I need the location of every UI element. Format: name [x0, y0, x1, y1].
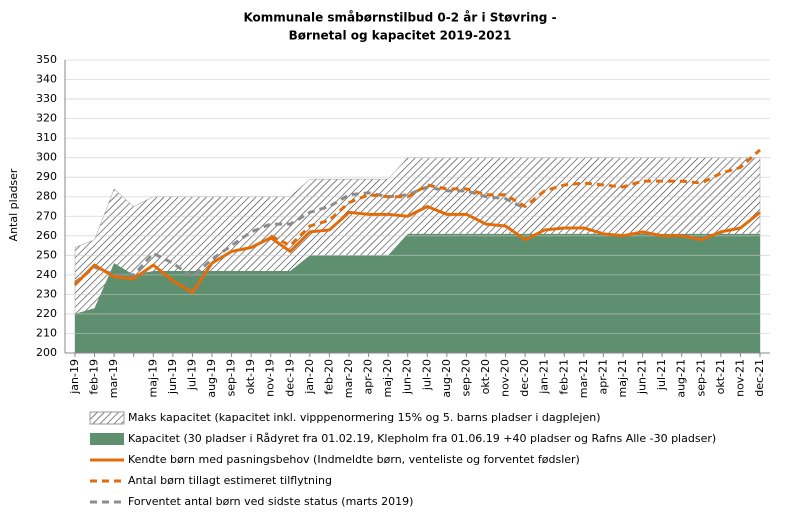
y-tick-label: 290 — [36, 170, 57, 183]
y-tick-label: 270 — [36, 209, 57, 222]
y-tick-label: 330 — [36, 92, 57, 105]
legend-label: Antal børn tillagt estimeret tilflytning — [128, 474, 332, 487]
x-tick-label: aug-19 — [205, 359, 218, 398]
x-tick-label: apr-21 — [596, 359, 609, 395]
legend-label: Maks kapacitet (kapacitet inkl. vipppeno… — [128, 411, 601, 424]
x-tick-label: feb-21 — [557, 359, 570, 395]
x-tick-label: dec-20 — [518, 359, 531, 397]
x-tick-label: maj-21 — [616, 359, 629, 397]
y-tick-label: 260 — [36, 229, 57, 242]
x-tick-label: feb-19 — [88, 359, 101, 395]
x-tick-label: okt-19 — [244, 359, 257, 394]
x-tick-label: okt-20 — [479, 359, 492, 394]
x-tick-label: dec-21 — [753, 359, 766, 397]
y-tick-label: 230 — [36, 287, 57, 300]
y-tick-label: 200 — [36, 346, 57, 359]
y-tick-label: 310 — [36, 131, 57, 144]
x-tick-label: apr-20 — [362, 359, 375, 395]
y-axis-label: Antal pladser — [7, 168, 20, 241]
legend-swatch — [89, 411, 125, 425]
y-tick-label: 350 — [36, 53, 57, 66]
y-tick-label: 220 — [36, 307, 57, 320]
x-tick-label: okt-21 — [714, 359, 727, 394]
chart-title: Børnetal og kapacitet 2019-2021 — [289, 29, 512, 43]
x-tick-label: mar-19 — [107, 359, 120, 398]
chart-title: Kommunale småbørnstilbud 0-2 år i Støvri… — [243, 11, 556, 25]
x-tick-label: maj-20 — [381, 359, 394, 397]
x-tick-label: jan-20 — [303, 359, 316, 395]
y-tick-label: 320 — [36, 112, 57, 125]
x-tick-label: jun-21 — [636, 359, 649, 395]
x-tick-label: dec-19 — [283, 359, 296, 397]
x-tick-label: jun-20 — [401, 359, 414, 395]
x-tick-label: maj-19 — [146, 359, 159, 397]
x-tick-label: sep-21 — [694, 359, 707, 396]
line — [73, 205, 761, 294]
x-tick-label: nov-19 — [264, 359, 277, 397]
x-tick-label: mar-21 — [577, 359, 590, 398]
x-tick-label: mar-20 — [342, 359, 355, 398]
legend-swatch — [90, 433, 124, 445]
x-tick-label: feb-20 — [322, 359, 335, 395]
x-tick-label: aug-21 — [675, 359, 688, 398]
legend-label: Kendte børn med pasningsbehov (Indmeldte… — [128, 453, 580, 466]
x-tick-label: sep-19 — [225, 359, 238, 396]
y-tick-label: 210 — [36, 326, 57, 339]
y-tick-label: 300 — [36, 151, 57, 164]
legend-label: Kapacitet (30 pladser i Rådyret fra 01.0… — [128, 432, 716, 445]
line — [74, 185, 526, 284]
x-tick-label: jul-21 — [655, 359, 668, 391]
x-tick-label: jun-19 — [166, 359, 179, 395]
x-tick-label: jan-21 — [538, 359, 551, 395]
y-tick-label: 240 — [36, 268, 57, 281]
legend-label: Forventet antal børn ved sidste status (… — [128, 495, 413, 508]
line — [270, 148, 762, 248]
x-tick-label: sep-20 — [459, 359, 472, 396]
x-tick-label: nov-20 — [499, 359, 512, 397]
y-tick-label: 340 — [36, 73, 57, 86]
x-tick-label: jul-20 — [420, 359, 433, 391]
x-tick-label: nov-21 — [733, 359, 746, 397]
x-tick-label: aug-20 — [440, 359, 453, 398]
area — [75, 233, 760, 353]
x-tick-label: jul-19 — [185, 359, 198, 391]
y-tick-label: 280 — [36, 190, 57, 203]
x-tick-label: jan-19 — [68, 359, 81, 395]
y-tick-label: 250 — [36, 248, 57, 261]
